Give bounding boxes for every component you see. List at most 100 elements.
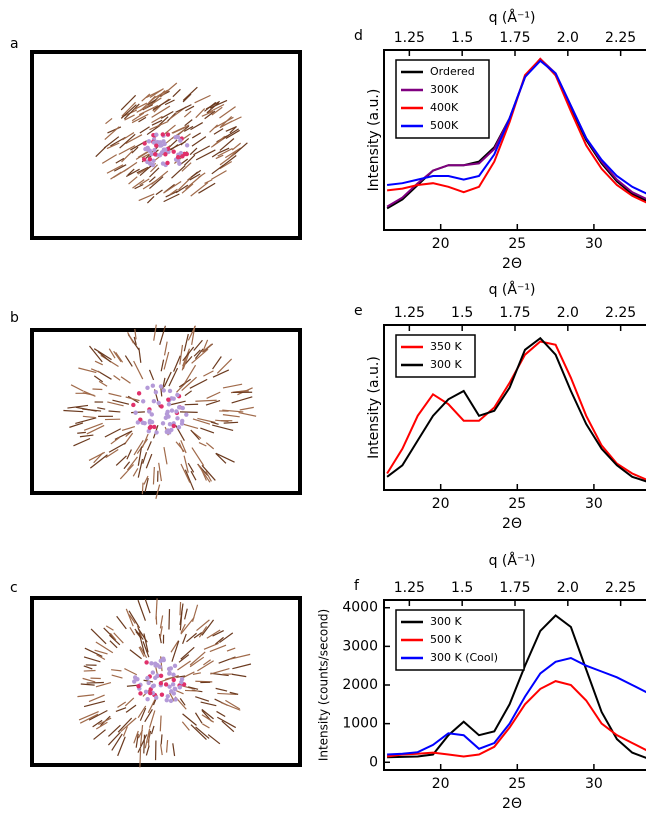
molecule-core	[165, 698, 169, 702]
molecule-core	[176, 155, 180, 159]
molecule-stick	[152, 116, 163, 122]
molecule-stick	[140, 748, 141, 767]
molecule-stick	[205, 180, 213, 184]
molecule-core	[163, 152, 167, 156]
molecule-stick	[112, 675, 123, 678]
molecule-stick	[201, 702, 217, 706]
molecule-core	[171, 396, 175, 400]
molecule-stick	[159, 463, 162, 481]
molecule-core	[172, 691, 176, 695]
molecule-core	[165, 429, 169, 433]
molecule-stick	[152, 726, 154, 734]
molecule-stick	[153, 99, 171, 110]
molecule-stick	[181, 647, 194, 659]
molecule-stick	[222, 129, 238, 139]
molecule-stick	[191, 725, 207, 740]
molecule-stick	[102, 155, 116, 164]
molecule-core	[169, 699, 173, 703]
molecule-stick	[180, 602, 181, 615]
molecule-stick	[183, 87, 197, 100]
x-tick-label: 30	[585, 776, 603, 792]
molecule-stick	[134, 361, 143, 379]
molecule-stick	[71, 385, 84, 391]
molecule-core	[171, 149, 175, 153]
molecule-core	[169, 666, 173, 670]
molecule-stick	[190, 652, 205, 665]
molecule-core	[148, 157, 152, 161]
molecule-stick	[149, 177, 163, 189]
line-series	[387, 681, 646, 756]
molecule-stick	[180, 345, 183, 365]
molecule-stick	[109, 349, 115, 359]
molecule-stick	[212, 425, 233, 430]
molecule-stick	[195, 400, 216, 401]
molecule-stick	[160, 716, 161, 732]
molecule-core	[173, 687, 177, 691]
molecule-stick	[121, 377, 130, 383]
molecule-stick	[222, 155, 236, 166]
x2-tick-label: 2.25	[605, 305, 636, 321]
molecule-core	[143, 147, 147, 151]
molecule-core	[145, 697, 149, 701]
molecule-core	[154, 143, 158, 147]
molecule-stick	[87, 425, 104, 433]
legend-label: 300K	[430, 83, 459, 96]
panel-label: a	[10, 36, 19, 52]
molecule-stick	[97, 408, 105, 409]
molecule-stick	[114, 351, 121, 362]
molecule-stick	[94, 730, 106, 740]
molecule-stick	[116, 456, 126, 466]
molecule-stick	[111, 670, 121, 671]
molecule-stick	[191, 430, 200, 440]
molecule-stick	[128, 332, 134, 343]
molecule-core	[162, 388, 166, 392]
molecule-stick	[130, 650, 142, 659]
molecule-stick	[200, 428, 214, 433]
molecule-stick	[202, 724, 209, 728]
x2-axis-label: q (Å⁻¹)	[489, 552, 536, 569]
molecule-stick	[184, 365, 195, 383]
molecule-stick	[183, 424, 198, 428]
molecule-core	[142, 141, 146, 145]
x2-tick-label: 1.25	[394, 305, 425, 321]
molecule-stick	[164, 447, 167, 464]
molecule-stick	[85, 648, 102, 656]
molecule-core	[142, 157, 146, 161]
molecule-stick	[167, 740, 168, 753]
molecule-stick	[99, 381, 107, 386]
line-series	[387, 658, 646, 755]
molecule-core	[167, 402, 171, 406]
molecule-core	[175, 416, 179, 420]
molecule-stick	[223, 415, 240, 417]
x2-tick-label: 1.75	[499, 30, 530, 46]
molecule-core	[168, 422, 172, 426]
molecule-core	[135, 677, 139, 681]
molecule-core	[172, 678, 176, 682]
molecule-stick	[213, 356, 222, 369]
molecule-core	[174, 409, 178, 413]
molecule-stick	[84, 423, 103, 430]
molecule-stick	[77, 695, 94, 697]
molecule-stick	[142, 483, 143, 495]
molecule-stick	[87, 683, 104, 684]
molecule-stick	[210, 669, 229, 675]
molecule-core	[184, 412, 188, 416]
molecule-stick	[232, 664, 251, 669]
molecule-core	[137, 391, 141, 395]
molecule-stick	[239, 413, 257, 417]
x2-tick-label: 2.0	[557, 580, 579, 596]
molecule-stick	[130, 627, 135, 635]
molecule-stick	[203, 660, 210, 665]
molecule-core	[161, 421, 165, 425]
x2-tick-label: 1.5	[451, 580, 473, 596]
molecule-stick	[161, 734, 162, 744]
molecule-stick	[146, 746, 149, 756]
molecule-stick	[84, 670, 96, 671]
molecule-stick	[84, 666, 93, 669]
molecule-stick	[184, 456, 188, 473]
molecule-core	[153, 663, 157, 667]
molecule-stick	[210, 125, 218, 132]
molecule-stick	[185, 609, 188, 620]
